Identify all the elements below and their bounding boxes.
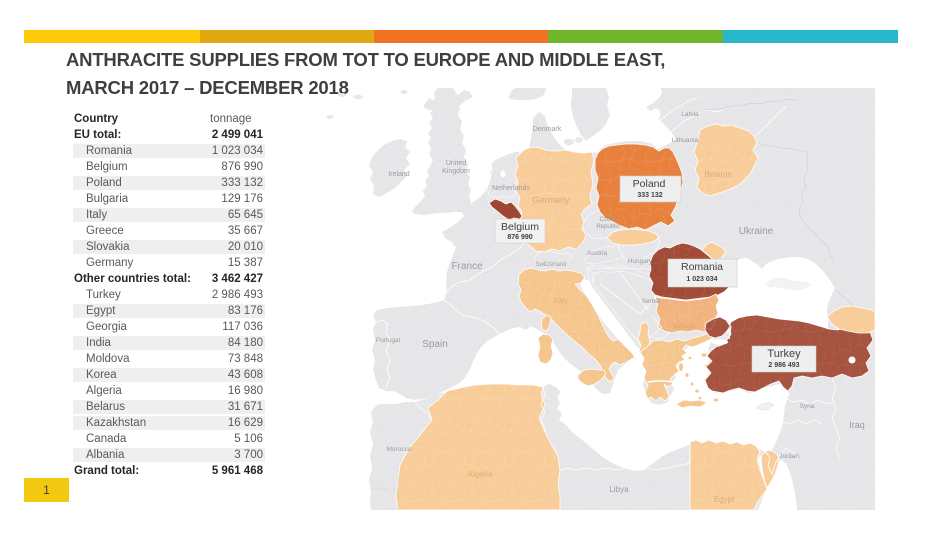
svg-text:Iraq: Iraq	[849, 420, 865, 430]
svg-text:Belgium: Belgium	[501, 221, 539, 233]
svg-text:Hungary: Hungary	[628, 258, 653, 265]
svg-text:2 986 493: 2 986 493	[768, 362, 799, 369]
svg-text:333 132: 333 132	[637, 192, 662, 199]
svg-text:Germany: Germany	[532, 195, 570, 205]
svg-text:Egypt: Egypt	[714, 495, 735, 504]
svg-text:Ireland: Ireland	[388, 171, 410, 178]
svg-text:Poland: Poland	[633, 178, 666, 190]
svg-text:Jordan: Jordan	[779, 453, 799, 460]
svg-text:Belarus: Belarus	[704, 170, 731, 179]
svg-text:Ukraine: Ukraine	[739, 226, 774, 237]
svg-text:Libya: Libya	[609, 485, 629, 494]
svg-text:Austria: Austria	[587, 250, 608, 257]
svg-text:Algeria: Algeria	[468, 470, 493, 479]
svg-text:France: France	[451, 261, 483, 272]
svg-text:Serbia: Serbia	[642, 298, 661, 305]
svg-text:Syria: Syria	[800, 403, 815, 410]
svg-text:1 023 034: 1 023 034	[686, 276, 717, 283]
svg-text:United: United	[446, 160, 466, 167]
svg-text:Kingdom: Kingdom	[442, 168, 470, 175]
svg-text:876 990: 876 990	[507, 234, 532, 241]
svg-text:Denmark: Denmark	[533, 126, 562, 133]
svg-text:Turkey: Turkey	[767, 348, 801, 360]
svg-text:Spain: Spain	[422, 339, 448, 350]
svg-text:Switzerland: Switzerland	[535, 262, 566, 268]
svg-text:Republic: Republic	[596, 224, 619, 230]
svg-text:Italy: Italy	[554, 296, 569, 305]
svg-text:Bulgaria: Bulgaria	[673, 324, 696, 330]
svg-text:Morocco: Morocco	[387, 446, 412, 453]
svg-text:Latvia: Latvia	[681, 111, 699, 118]
svg-text:Romania: Romania	[681, 261, 723, 273]
svg-text:Portugal: Portugal	[376, 337, 401, 344]
svg-text:Netherlands: Netherlands	[492, 185, 530, 192]
svg-text:Lithuania: Lithuania	[672, 137, 699, 144]
svg-text:Czech: Czech	[599, 217, 616, 223]
